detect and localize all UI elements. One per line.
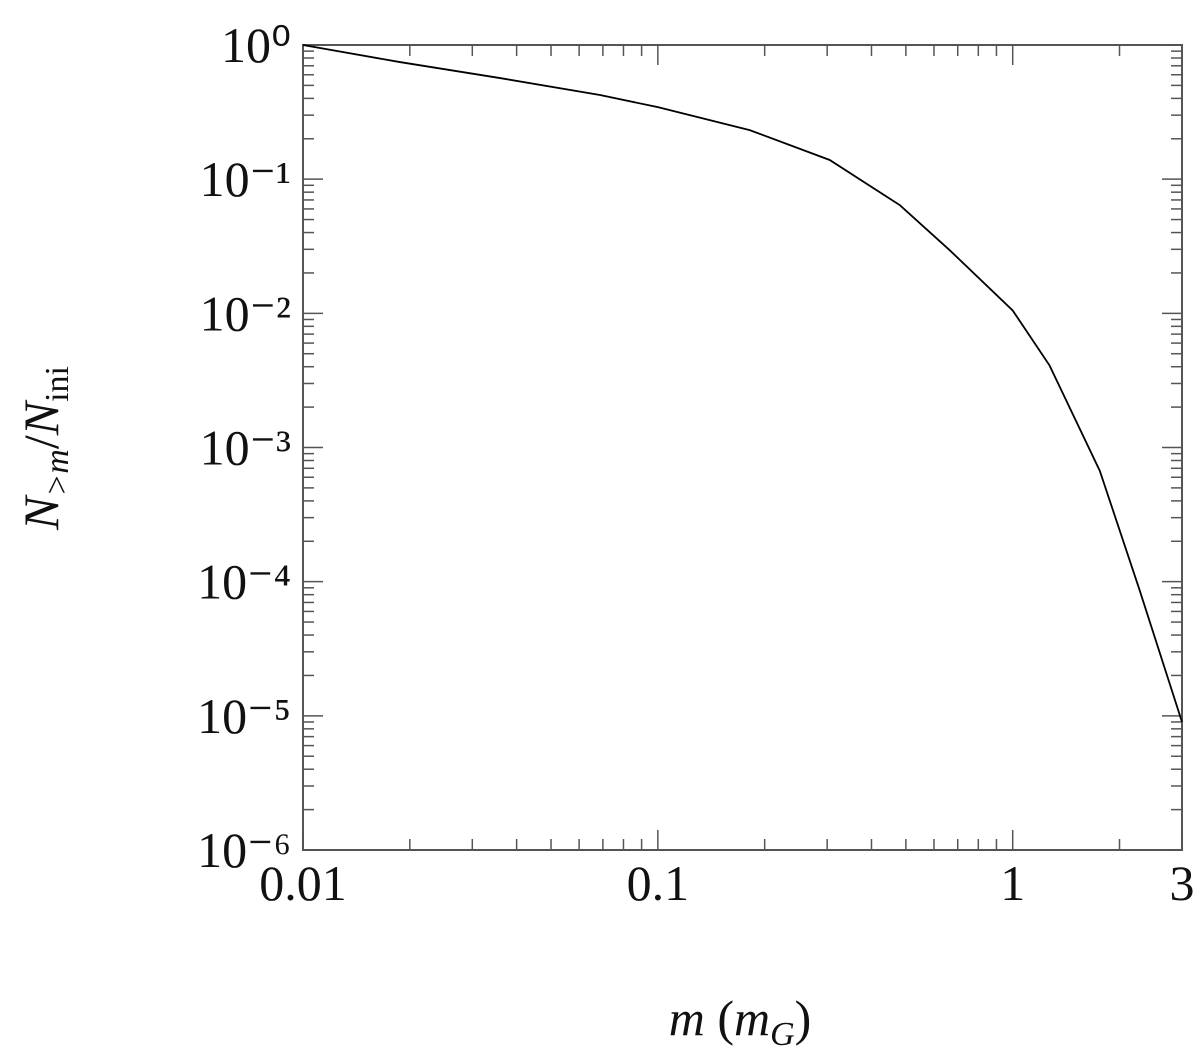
y-axis-label: N>m/Nini [13,366,76,531]
y-tick-label: 10⁰ [221,17,291,73]
x-tick-label: 3 [1170,855,1195,911]
x-label-part: G [770,1016,795,1051]
y-tick-label: 10⁻⁴ [197,554,291,610]
y-label-part: N [13,399,69,436]
y-tick-label: 10⁻² [200,285,291,341]
y-tick-label: 10⁻⁵ [197,688,291,744]
y-tick-label: 10⁻¹ [200,151,291,207]
y-label-part: N [13,494,69,531]
y-label-part: / [13,435,69,449]
y-label-part: ini [39,366,76,402]
x-label-part: m [669,990,705,1046]
x-tick-label: 1 [1000,855,1025,911]
x-label-part: ( [705,990,734,1046]
x-axis-label: m (mG) [669,990,812,1051]
y-tick-label: 10⁻³ [200,420,291,476]
plot-frame [302,44,1183,851]
data-line [302,44,1183,723]
x-tick-label: 0.01 [259,855,347,911]
x-label-part: m [734,990,770,1046]
y-label-part: >m [39,449,76,497]
x-label-part: ) [795,990,812,1046]
x-tick-label: 0.1 [627,855,690,911]
y-tick-label: 10⁻⁶ [197,822,291,878]
